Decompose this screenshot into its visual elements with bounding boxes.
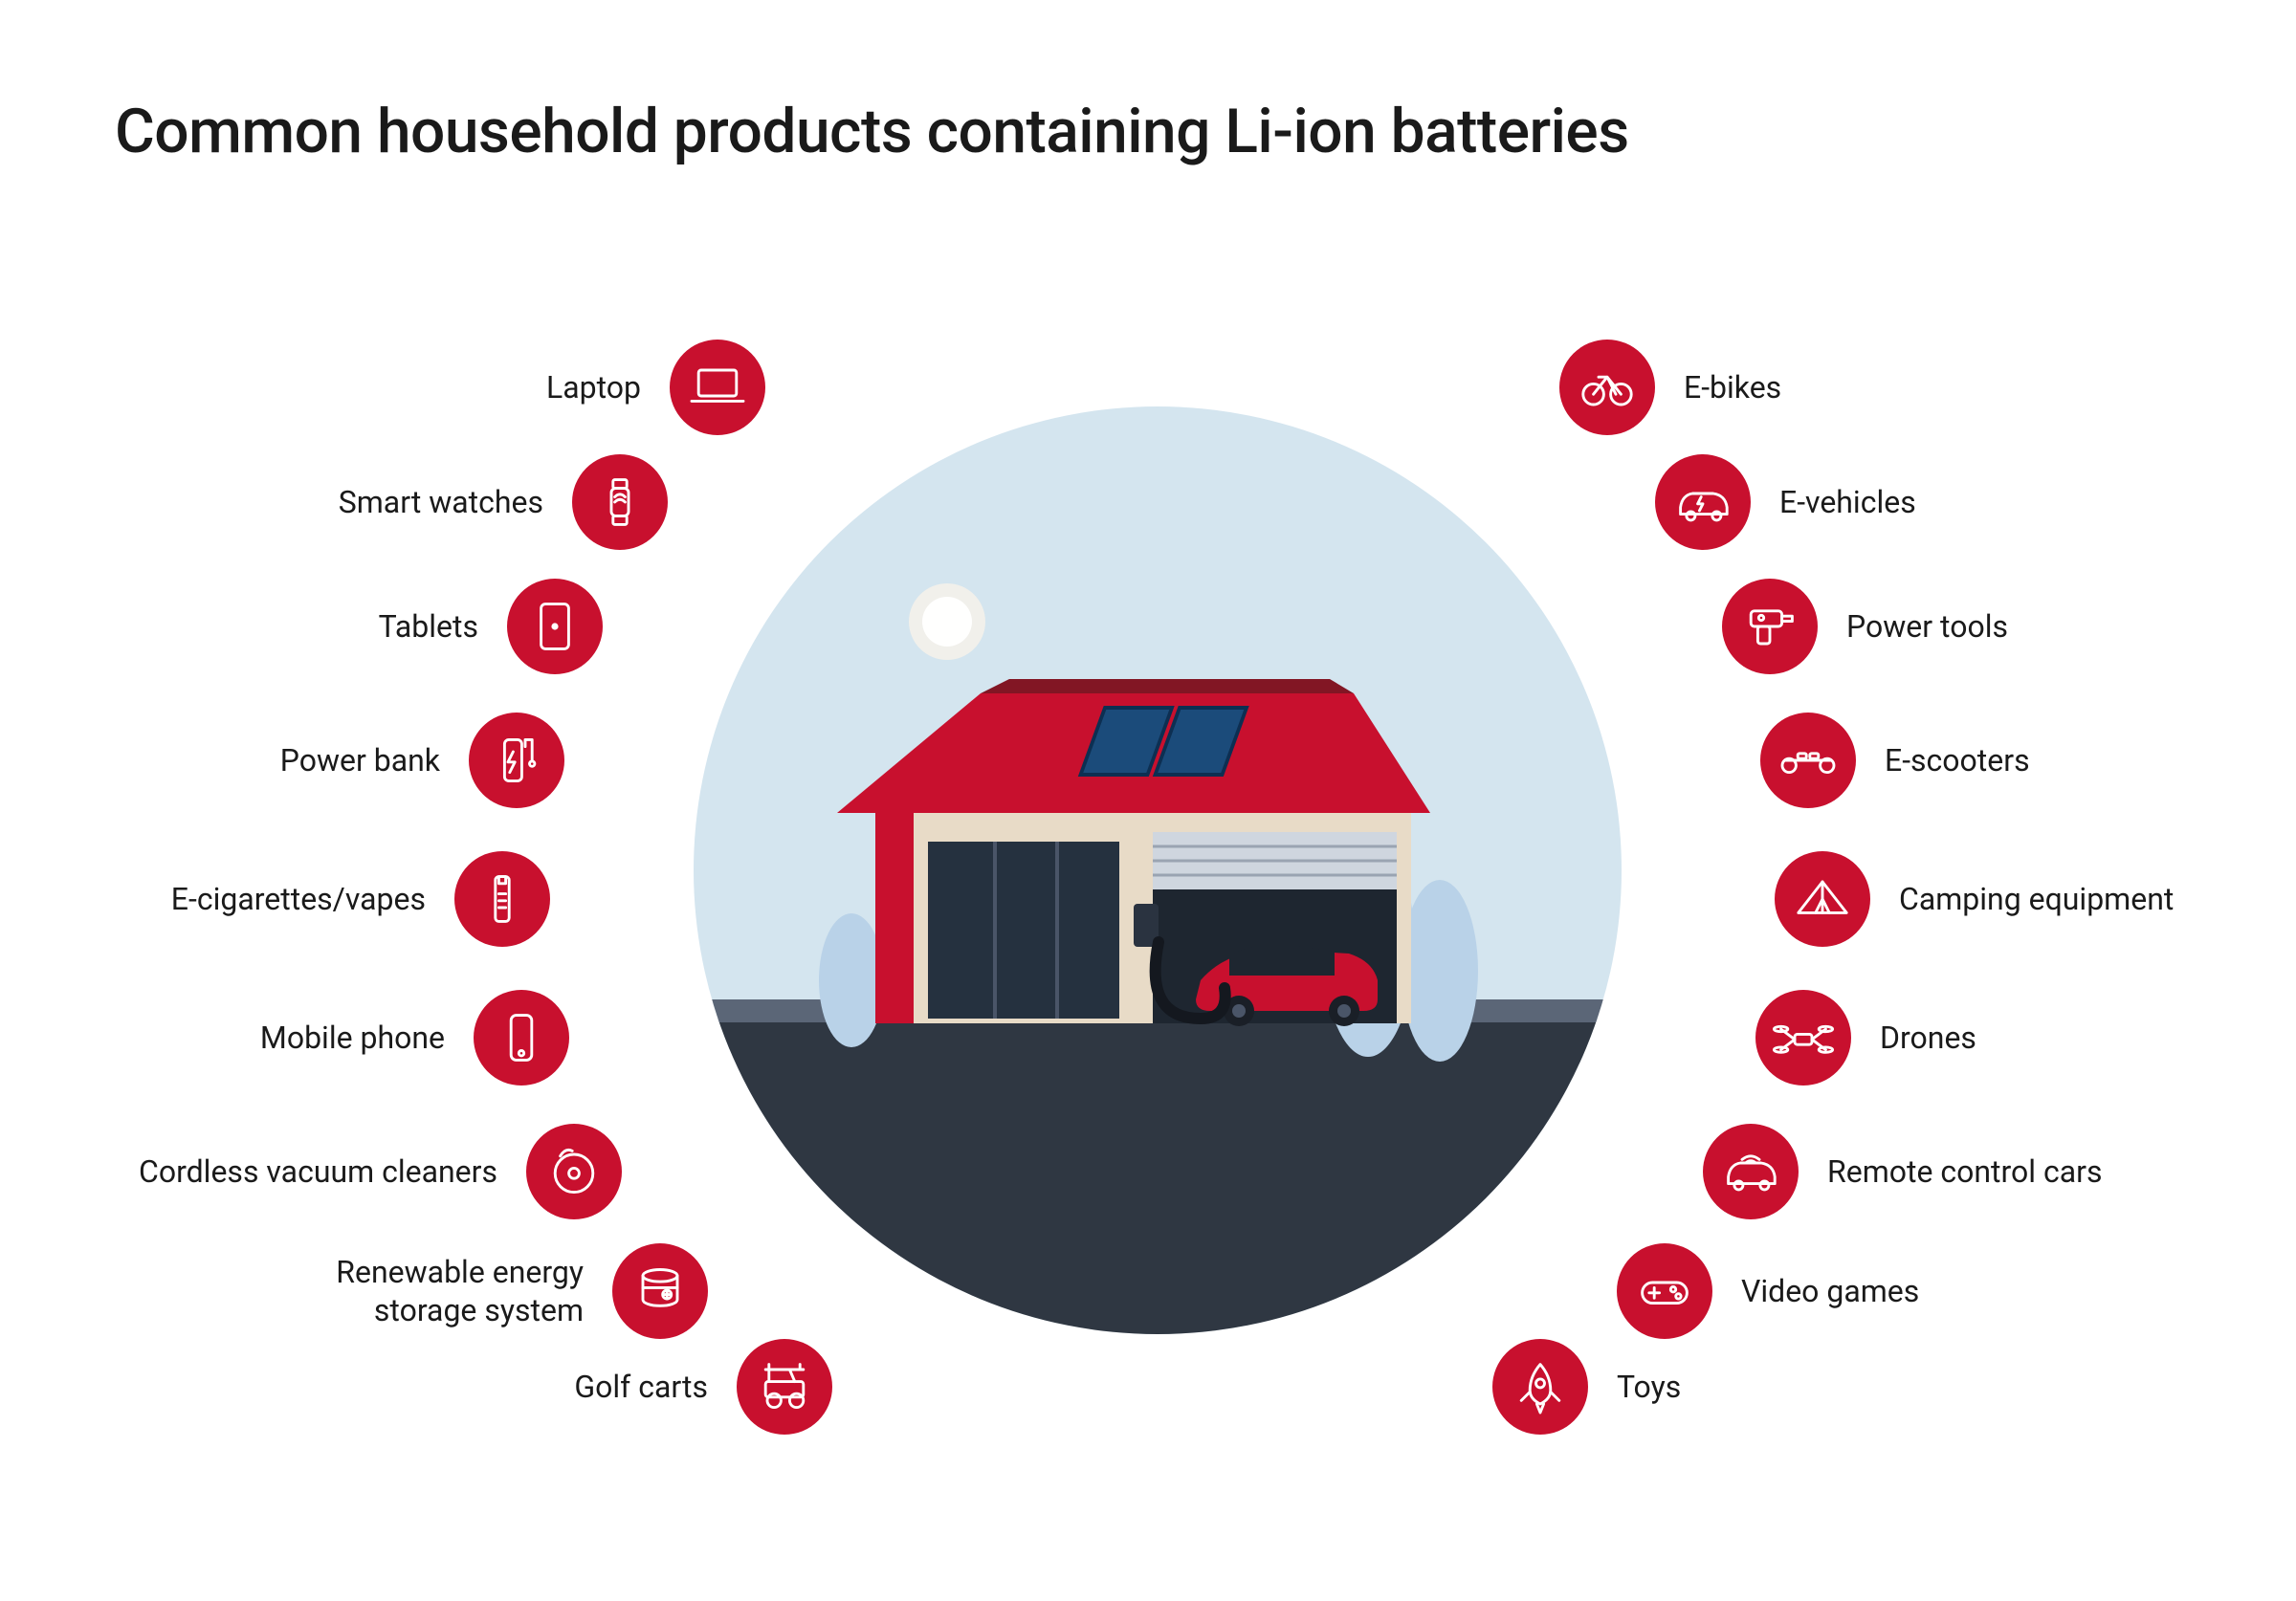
rccar-label: Remote control cars — [1827, 1152, 2103, 1191]
house-svg — [694, 406, 1622, 1334]
tent-icon — [1788, 865, 1857, 933]
camping-label: Camping equipment — [1899, 880, 2174, 918]
smartwatch-label: Smart watches — [339, 483, 543, 521]
tablet-icon — [520, 592, 589, 661]
page-title: Common household products containing Li-… — [115, 96, 1629, 167]
phone-icon — [487, 1003, 556, 1072]
drone-badge — [1755, 990, 1851, 1086]
rccar-badge — [1703, 1124, 1799, 1219]
drill-icon — [1735, 592, 1804, 661]
infographic-frame: Common household products containing Li-… — [0, 0, 2296, 1601]
smartwatch-badge — [572, 454, 668, 550]
vape-label: E-cigarettes/vapes — [171, 880, 426, 918]
watch-icon — [585, 468, 654, 537]
ebike-label: E-bikes — [1684, 368, 1781, 406]
vacuum-icon — [540, 1137, 608, 1206]
tablet-label: Tablets — [379, 607, 478, 646]
games-label: Video games — [1741, 1272, 1919, 1310]
camping-badge — [1775, 851, 1870, 947]
hoverboard-icon — [1774, 726, 1843, 795]
laptop-icon — [683, 353, 752, 422]
laptop-label: Laptop — [546, 368, 641, 406]
phone-label: Mobile phone — [260, 1019, 445, 1057]
powerbank-badge — [469, 713, 564, 808]
vacuum-label: Cordless vacuum cleaners — [139, 1152, 497, 1191]
powerbank-icon — [482, 726, 551, 795]
golfcart-label: Golf carts — [574, 1368, 708, 1406]
golfcart-badge — [737, 1339, 832, 1435]
laptop-badge — [670, 340, 765, 435]
vape-icon — [468, 865, 537, 933]
tablet-badge — [507, 579, 603, 674]
escooter-label: E-scooters — [1885, 741, 2030, 779]
escooter-badge — [1760, 713, 1856, 808]
powerbank-label: Power bank — [280, 741, 440, 779]
games-badge — [1617, 1243, 1712, 1339]
bike-icon — [1573, 353, 1642, 422]
phone-badge — [474, 990, 569, 1086]
powertools-label: Power tools — [1846, 607, 2008, 646]
drone-label: Drones — [1880, 1019, 1976, 1057]
gamepad-icon — [1630, 1257, 1699, 1326]
storage-label: Renewable energy storage system — [336, 1253, 584, 1329]
golfcart-icon — [750, 1352, 819, 1421]
toys-badge — [1492, 1339, 1588, 1435]
ebike-badge — [1559, 340, 1655, 435]
toys-label: Toys — [1617, 1368, 1681, 1406]
ev-icon — [1668, 468, 1737, 537]
rccar-icon — [1716, 1137, 1785, 1206]
rocket-icon — [1506, 1352, 1575, 1421]
powertools-badge — [1722, 579, 1818, 674]
ev-badge — [1655, 454, 1751, 550]
ev-label: E-vehicles — [1779, 483, 1916, 521]
vacuum-badge — [526, 1124, 622, 1219]
house-illustration — [694, 406, 1622, 1334]
vape-badge — [454, 851, 550, 947]
drone-icon — [1769, 1003, 1838, 1072]
storage-badge — [612, 1243, 708, 1339]
battery-stack-icon — [626, 1257, 695, 1326]
